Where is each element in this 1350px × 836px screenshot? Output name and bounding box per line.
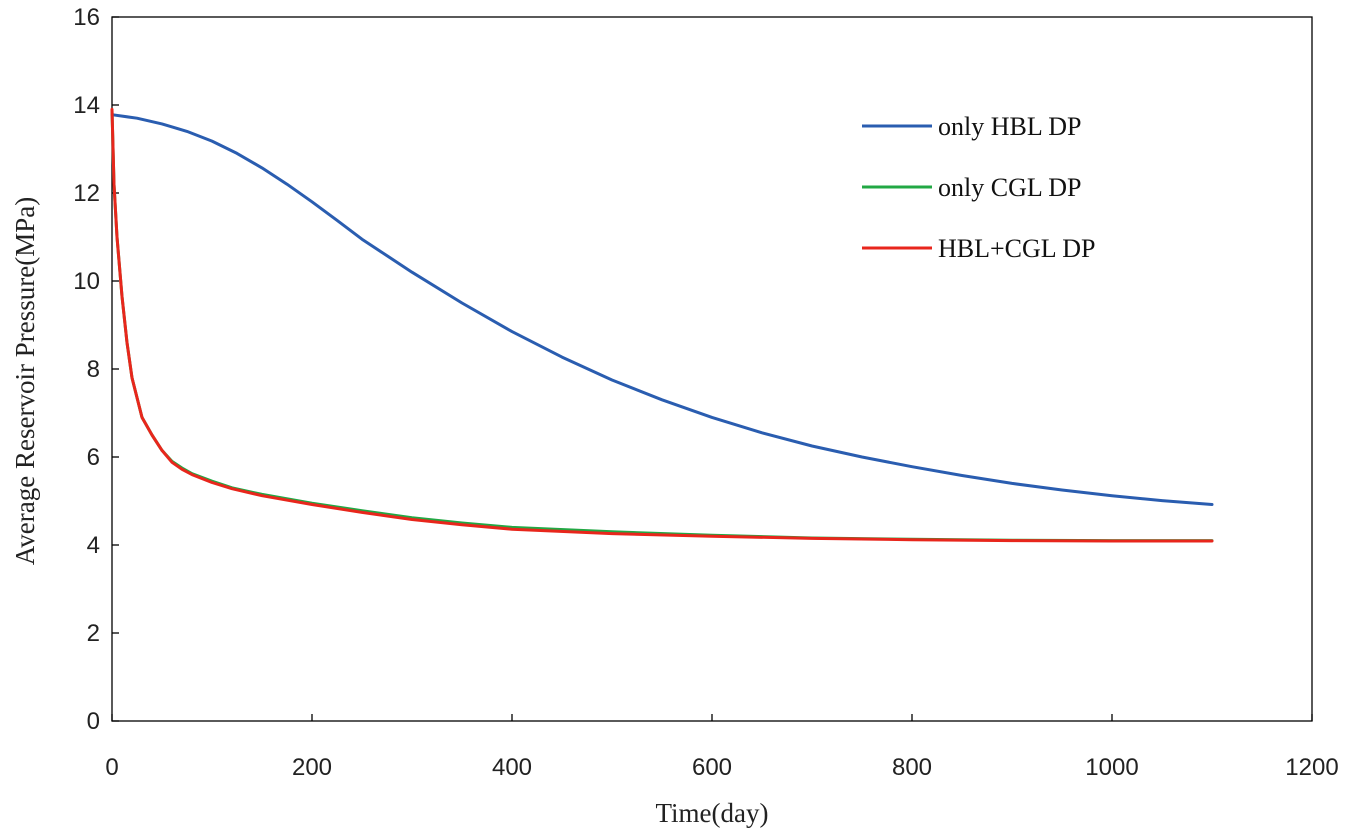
x-axis-title: Time(day) bbox=[656, 798, 769, 828]
series-lines bbox=[110, 107, 1214, 543]
y-tick-label: 10 bbox=[73, 268, 100, 295]
x-axis: 0 200 400 600 800 1000 1200 bbox=[105, 714, 1339, 781]
y-tick-label: 6 bbox=[87, 444, 100, 471]
y-tick-label: 12 bbox=[73, 180, 100, 207]
x-tick-label: 800 bbox=[892, 754, 932, 781]
y-tick-label: 4 bbox=[87, 532, 100, 559]
y-tick-label: 16 bbox=[73, 4, 100, 31]
y-axis: 0 2 4 6 8 10 12 14 16 bbox=[73, 4, 119, 735]
x-tick-label: 400 bbox=[492, 754, 532, 781]
series-line-2 bbox=[110, 107, 1214, 543]
legend-label-0: only HBL DP bbox=[938, 112, 1082, 141]
plot-frame bbox=[111, 16, 1313, 722]
legend-label-2: HBL+CGL DP bbox=[938, 234, 1095, 263]
y-tick-label: 0 bbox=[87, 708, 100, 735]
legend-label-1: only CGL DP bbox=[938, 173, 1082, 202]
y-tick-label: 2 bbox=[87, 620, 100, 647]
y-axis-title: Average Reservoir Pressure(MPa) bbox=[10, 197, 40, 565]
y-tick-label: 8 bbox=[87, 356, 100, 383]
x-tick-label: 0 bbox=[105, 754, 118, 781]
series-line-0 bbox=[110, 113, 1214, 506]
x-tick-label: 200 bbox=[292, 754, 332, 781]
x-tick-label: 1000 bbox=[1085, 754, 1138, 781]
x-tick-label: 1200 bbox=[1285, 754, 1338, 781]
y-tick-label: 14 bbox=[73, 92, 100, 119]
legend: only HBL DP only CGL DP HBL+CGL DP bbox=[862, 112, 1095, 263]
x-tick-label: 600 bbox=[692, 754, 732, 781]
